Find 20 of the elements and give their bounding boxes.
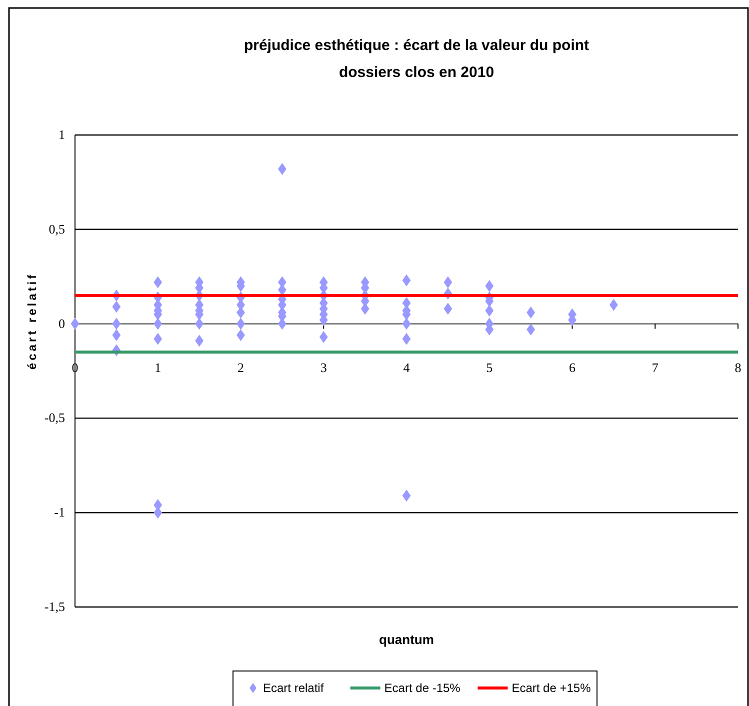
x-axis-title: quantum bbox=[379, 632, 434, 647]
x-tick-label: 4 bbox=[403, 360, 410, 375]
x-tick-label: 7 bbox=[652, 360, 659, 375]
y-tick-label: 1 bbox=[58, 127, 65, 142]
chart-title: préjudice esthétique : écart de la valeur du point dossiers clos en 2010 bbox=[244, 37, 590, 81]
legend-label: Ecart relatif bbox=[263, 681, 324, 695]
x-tick-label: 5 bbox=[486, 360, 493, 375]
x-tick-label: 3 bbox=[320, 360, 327, 375]
x-tick-label: 8 bbox=[734, 360, 742, 375]
legend-label: Ecart de +15% bbox=[512, 681, 592, 695]
y-tick-label: 0,5 bbox=[48, 221, 65, 236]
x-tick-label: 6 bbox=[569, 360, 576, 375]
legend-label: Ecart de -15% bbox=[384, 681, 461, 695]
y-tick-label: -1 bbox=[54, 504, 65, 520]
x-tick-label: 2 bbox=[238, 360, 244, 375]
y-tick-label: -0,5 bbox=[44, 410, 65, 426]
y-tick-label: -1,5 bbox=[44, 599, 65, 614]
y-axis-title: écart relatif bbox=[25, 272, 39, 370]
y-tick-label: 0 bbox=[58, 316, 65, 331]
x-tick-label: 1 bbox=[154, 360, 162, 375]
